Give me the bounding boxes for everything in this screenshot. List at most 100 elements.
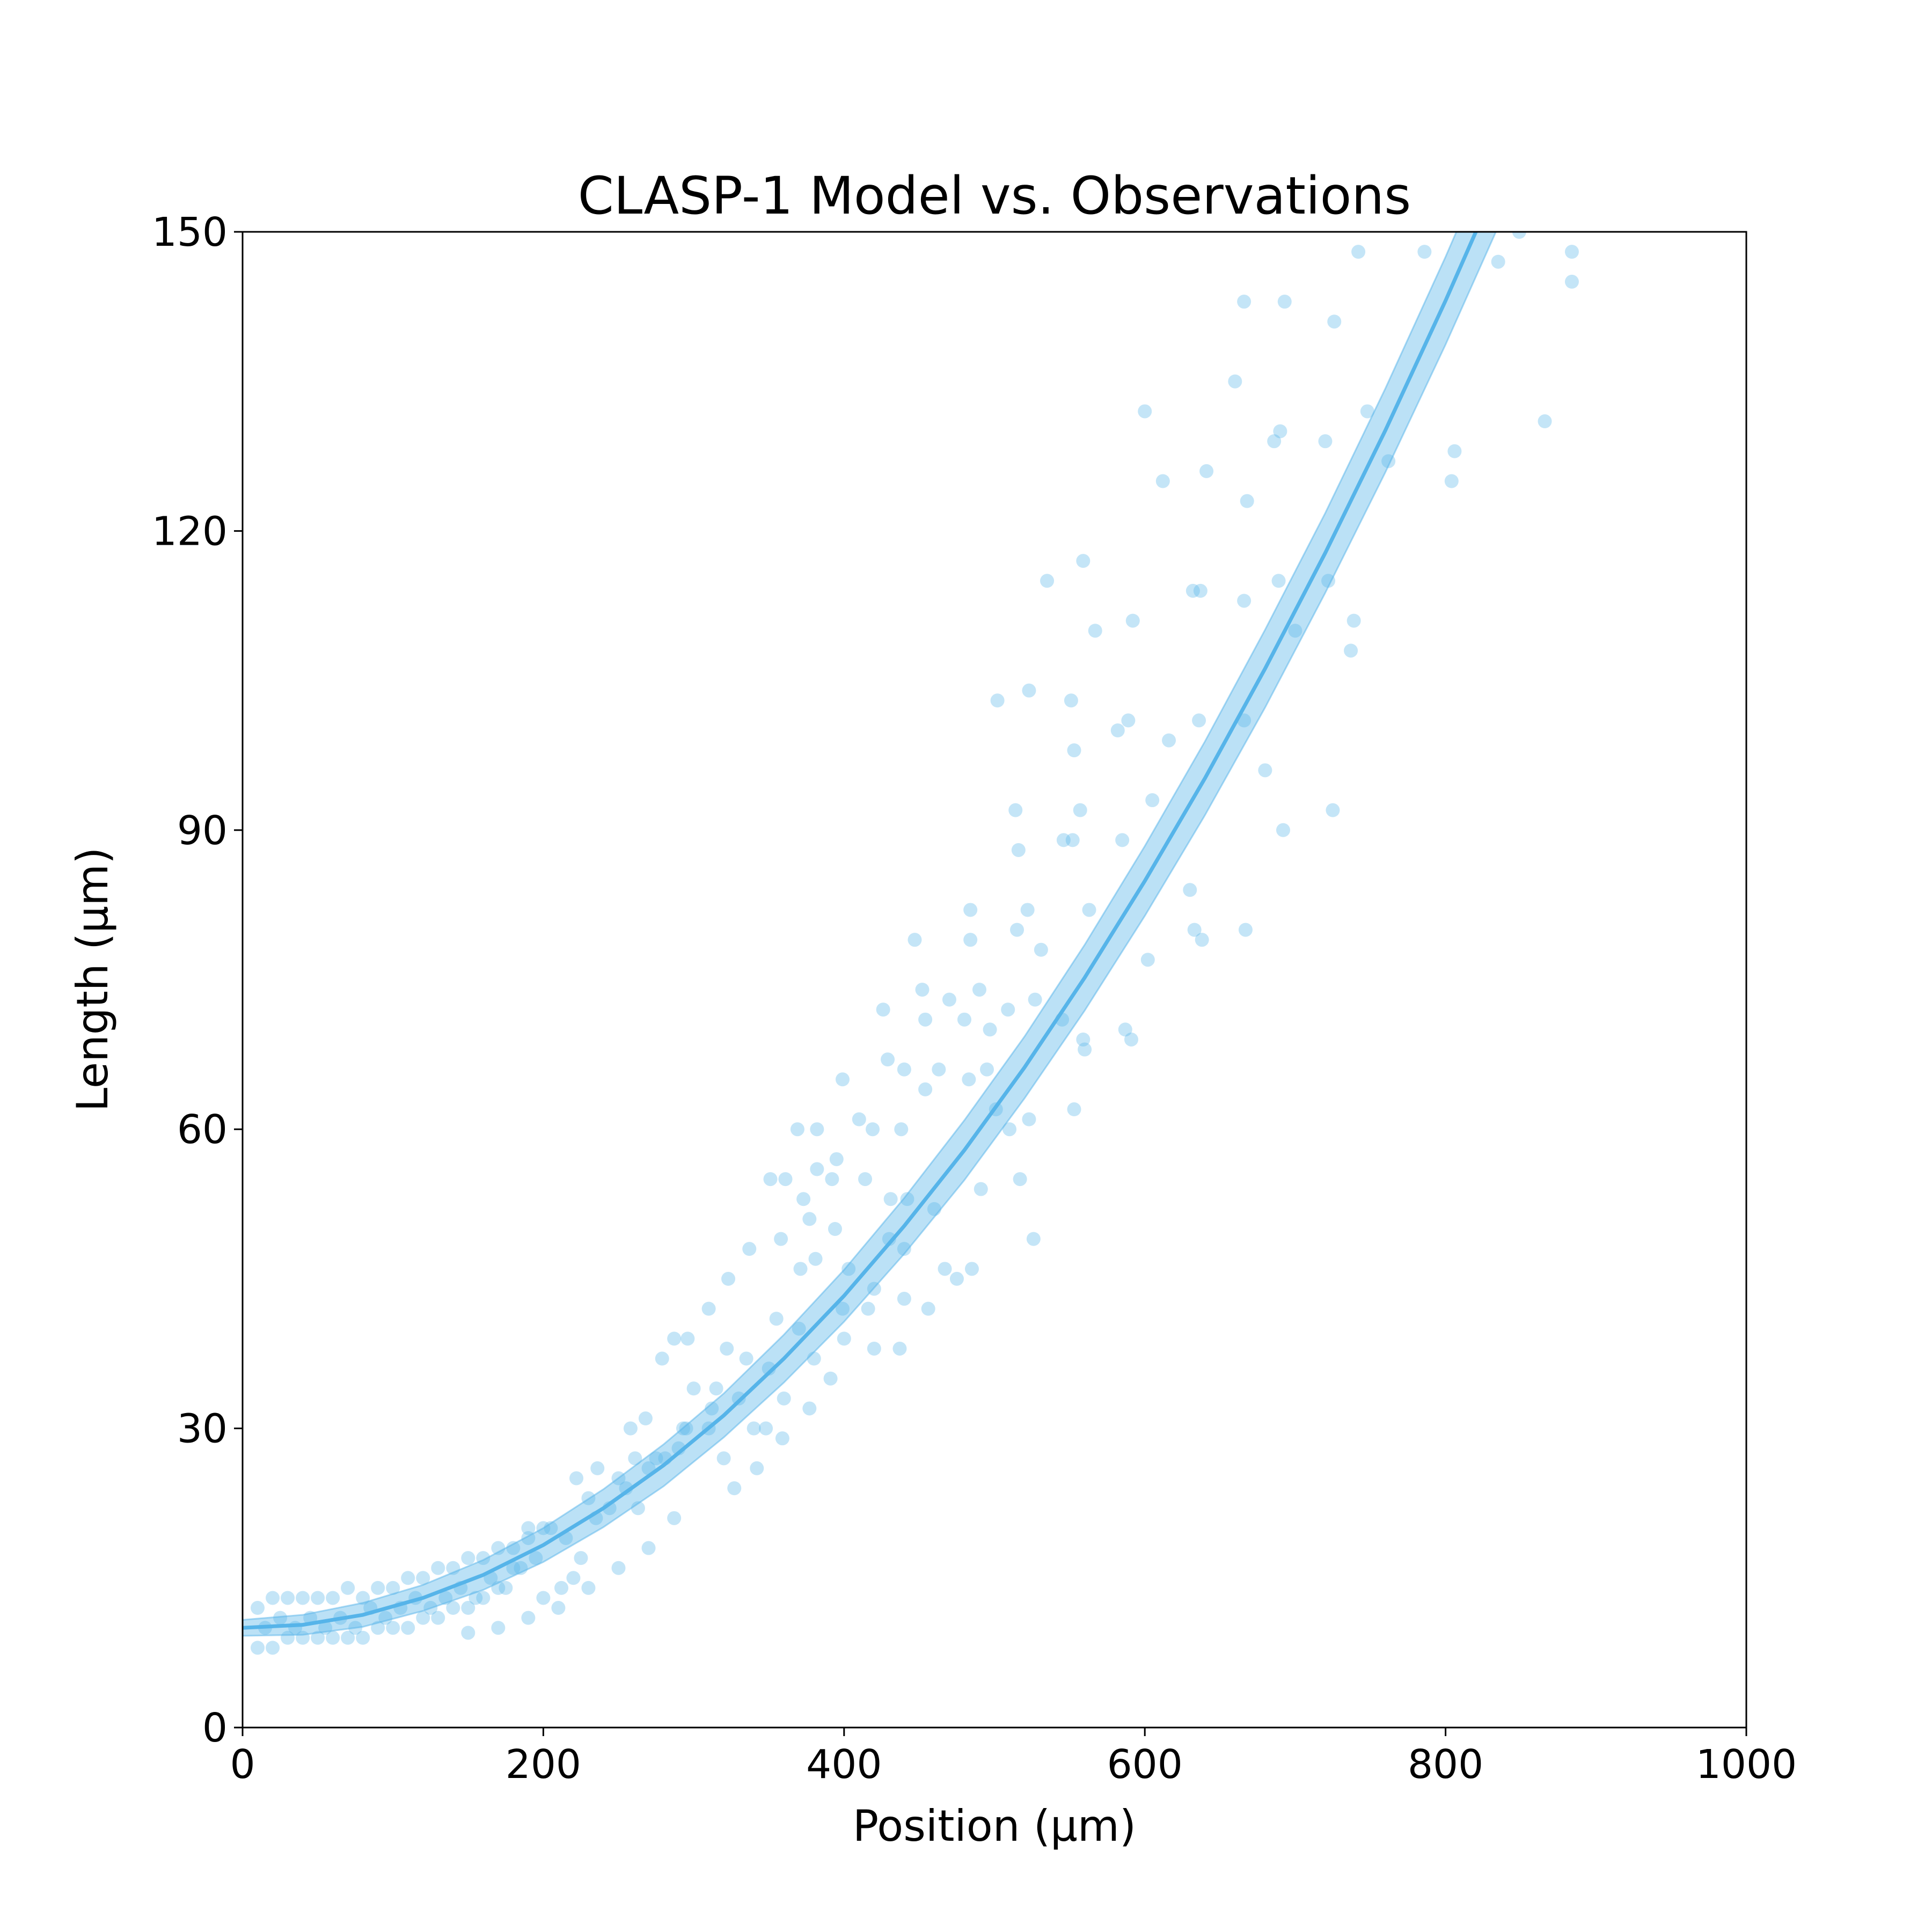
scatter-point	[897, 1062, 911, 1077]
scatter-point	[1121, 713, 1136, 728]
scatter-point	[1277, 295, 1292, 309]
scatter-point	[1199, 464, 1214, 478]
scatter-point	[296, 1591, 310, 1605]
scatter-point	[1228, 374, 1242, 389]
scatter-point	[1008, 803, 1023, 817]
scatter-point	[386, 1621, 400, 1635]
scatter-point	[709, 1381, 723, 1396]
scatter-point	[326, 1630, 340, 1645]
scatter-point	[1185, 583, 1200, 598]
scatter-point	[461, 1551, 475, 1565]
scatter-point	[1034, 942, 1048, 957]
scatter-point	[894, 1122, 909, 1137]
scatter-point	[918, 1082, 933, 1096]
scatter-point	[476, 1591, 491, 1605]
scatter-point	[750, 1461, 764, 1475]
scatter-point	[727, 1481, 742, 1496]
scatter-point	[938, 1262, 952, 1276]
y-tick-label: 0	[202, 1705, 228, 1751]
scatter-point	[1327, 314, 1342, 329]
plot-area	[243, 232, 1579, 1655]
scatter-point	[721, 1271, 736, 1286]
scatter-point	[536, 1591, 551, 1605]
scatter-point	[972, 983, 986, 997]
y-tick-label: 60	[177, 1107, 228, 1153]
scatter-point	[1145, 793, 1160, 808]
scatter-point	[974, 1182, 988, 1196]
scatter-point	[921, 1301, 935, 1316]
scatter-point	[521, 1611, 536, 1625]
model-band	[243, 232, 1497, 1637]
scatter-point	[311, 1591, 325, 1605]
x-tick-label: 1000	[1696, 1741, 1797, 1788]
scatter-point	[401, 1621, 415, 1635]
scatter-point	[1073, 803, 1087, 817]
scatter-point	[777, 1391, 791, 1406]
scatter-point	[1022, 683, 1036, 698]
scatter-point	[1001, 1002, 1015, 1017]
scatter-point	[1237, 295, 1252, 309]
scatter-point	[829, 1152, 844, 1166]
scatter-point	[1240, 494, 1254, 508]
scatter-point	[581, 1580, 596, 1595]
scatter-point	[1321, 574, 1336, 588]
scatter-point	[1082, 903, 1096, 917]
scatter-point	[667, 1511, 682, 1525]
scatter-point	[1010, 923, 1024, 937]
scatter-point	[667, 1331, 682, 1346]
scatter-point	[251, 1641, 265, 1655]
scatter-point	[983, 1022, 997, 1037]
scatter-point	[356, 1630, 370, 1645]
scatter-point	[742, 1242, 757, 1256]
scatter-point	[796, 1192, 811, 1206]
scatter-point	[769, 1312, 784, 1326]
scatter-point	[679, 1421, 693, 1436]
scatter-point	[461, 1601, 475, 1615]
y-tick-label: 30	[177, 1406, 228, 1452]
scatter-point	[386, 1580, 400, 1595]
scatter-point	[1056, 833, 1071, 847]
scatter-point	[341, 1580, 355, 1595]
scatter-point	[1140, 953, 1155, 967]
scatter-point	[837, 1331, 851, 1346]
scatter-point	[1076, 1032, 1091, 1046]
x-tick-label: 800	[1408, 1741, 1483, 1788]
scatter-point	[1002, 1122, 1017, 1137]
scatter-point	[1020, 903, 1035, 917]
scatter-point	[1417, 245, 1432, 259]
scatter-point	[716, 1451, 731, 1466]
scatter-point	[720, 1341, 734, 1356]
scatter-point	[611, 1561, 626, 1575]
scatter-point	[835, 1301, 850, 1316]
y-tick-label: 120	[152, 508, 228, 554]
scatter-point	[416, 1611, 430, 1625]
y-tick-label: 90	[177, 808, 228, 854]
scatter-point	[416, 1571, 430, 1585]
scatter-point	[915, 983, 930, 997]
scatter-point	[1267, 434, 1282, 449]
scatter-point	[1193, 583, 1208, 598]
scatter-point	[273, 1611, 288, 1625]
scatter-point	[908, 933, 922, 947]
axes-frame	[241, 231, 1747, 1729]
scatter-point	[1288, 624, 1302, 638]
scatter-point	[867, 1341, 881, 1356]
scatter-point	[623, 1421, 638, 1436]
scatter-point	[1183, 883, 1197, 897]
scatter-point	[1013, 1172, 1027, 1187]
scatter-point	[1538, 414, 1552, 429]
y-axis-label: Length (μm)	[68, 847, 118, 1112]
scatter-point	[810, 1122, 824, 1137]
scatter-point	[739, 1351, 753, 1366]
scatter-point	[861, 1301, 875, 1316]
scatter-point	[401, 1571, 415, 1585]
scatter-point	[918, 1012, 933, 1027]
scatter-point	[506, 1561, 521, 1575]
scatter-point	[431, 1611, 445, 1625]
scatter-point	[774, 1232, 788, 1246]
scatter-point	[1115, 833, 1130, 847]
scatter-point	[266, 1591, 280, 1605]
scatter-point	[1124, 1032, 1138, 1046]
scatter-point	[574, 1551, 588, 1565]
